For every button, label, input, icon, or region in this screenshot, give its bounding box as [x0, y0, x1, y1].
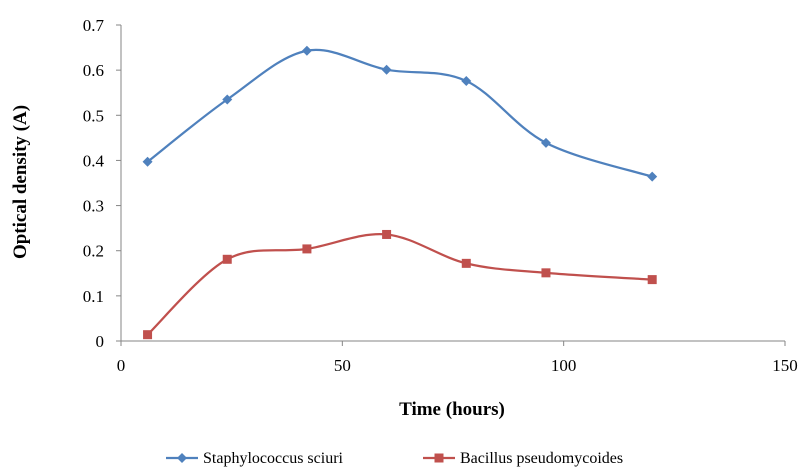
data-point [647, 275, 657, 285]
data-point [540, 137, 551, 148]
legend-marker [177, 453, 187, 463]
series-1 [142, 45, 658, 182]
y-tick-label: 0.1 [83, 287, 104, 306]
legend-marker [434, 453, 444, 463]
data-point [143, 330, 153, 340]
legend-label: Staphylococcus sciuri [203, 450, 344, 467]
series-2 [143, 229, 657, 340]
legend-item: Bacillus pseudomycoides [423, 450, 623, 467]
series-line [146, 233, 653, 336]
x-axis-title: Time (hours) [399, 399, 505, 420]
data-point [222, 94, 233, 105]
data-point [541, 268, 551, 278]
data-point [142, 156, 153, 167]
y-tick-label: 0.2 [83, 242, 104, 261]
legend-label: Bacillus pseudomycoides [460, 450, 623, 467]
y-tick-label: 0.7 [83, 16, 105, 35]
tick-labels: 0 0.1 0.2 0.3 0.4 0.5 0.6 0.7 0 50 100 150 [83, 16, 798, 375]
data-point [301, 45, 312, 56]
legend-item: Staphylococcus sciuri [166, 450, 344, 467]
y-tick-label: 0.6 [83, 61, 104, 80]
series-group [142, 45, 658, 340]
data-point [302, 244, 312, 254]
data-point [647, 171, 658, 182]
x-tick-label: 100 [551, 356, 577, 375]
axes [116, 24, 786, 346]
data-point [381, 64, 392, 75]
data-point [222, 254, 232, 264]
y-tick-label: 0 [96, 332, 105, 351]
y-axis-title: Optical density (A) [10, 105, 31, 259]
x-tick-label: 150 [772, 356, 798, 375]
legend: Staphylococcus sciuri Bacillus pseudomyco… [166, 450, 623, 467]
x-tick-label: 0 [117, 356, 126, 375]
data-point [461, 258, 471, 268]
y-tick-label: 0.5 [83, 106, 104, 125]
series-line [146, 48, 653, 178]
data-point [461, 75, 472, 86]
y-tick-label: 0.3 [83, 197, 104, 216]
data-point [382, 229, 392, 239]
y-tick-label: 0.4 [83, 151, 105, 170]
x-tick-label: 50 [334, 356, 351, 375]
